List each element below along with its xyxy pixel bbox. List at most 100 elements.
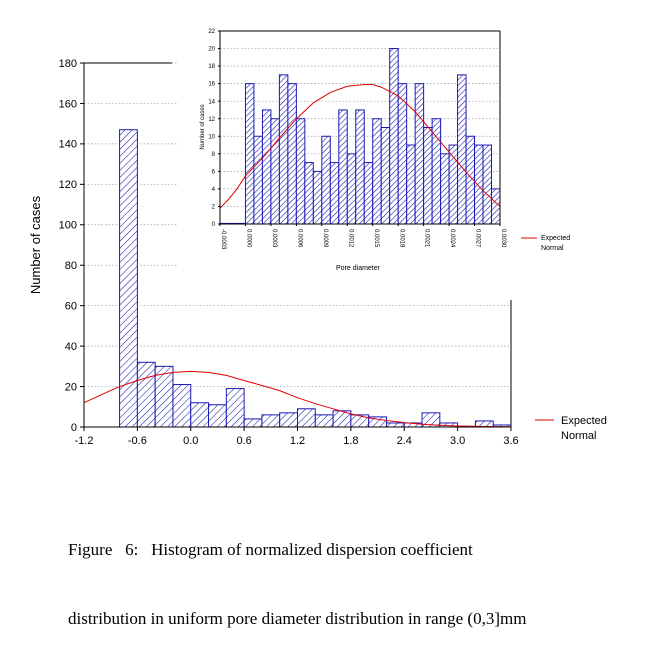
x-tick-label: 3.0 — [450, 435, 465, 447]
x-tick-label: 0.0021 — [424, 229, 430, 248]
histogram-bar — [406, 144, 416, 225]
histogram-bar — [295, 118, 306, 225]
main-expected-normal-curve — [83, 370, 512, 428]
y-tick-label: 20 — [65, 381, 77, 393]
y-tick-label: 160 — [59, 98, 77, 110]
x-tick-label: 0.0006 — [296, 229, 302, 248]
main-y-axis-label: Number of cases — [28, 195, 43, 294]
inset-x-axis-label: Pore diameter — [336, 265, 381, 272]
histogram-bar — [244, 83, 255, 225]
histogram-bar — [312, 170, 323, 225]
x-tick-label: 0.0012 — [347, 229, 353, 248]
histogram-bar — [385, 422, 405, 428]
histogram-bar — [363, 162, 374, 225]
main-legend-line1: Expected — [561, 415, 607, 427]
figure-caption: Figure 6: Histogram of normalized disper… — [68, 492, 648, 653]
histogram-bar — [225, 388, 245, 428]
x-tick-label: -0.0003 — [220, 229, 226, 250]
x-tick-label: 0.0030 — [500, 229, 506, 248]
histogram-bar — [270, 118, 280, 225]
main-legend-line2: Normal — [561, 430, 596, 442]
x-tick-label: 0.0024 — [449, 229, 455, 248]
y-tick-label: 18 — [208, 64, 215, 70]
inset-x-tick-labels: -0.0003 0.0000 0.0003 0.0006 0.0009 0.0012 0.0… — [220, 229, 506, 250]
histogram-bar — [321, 135, 331, 225]
inset-histogram-chart: 0 2 4 6 8 10 12 14 16 18 20 22 -0.0003 0.0000 0.0003 0… — [178, 18, 570, 280]
x-tick-label: 0.0009 — [322, 229, 328, 248]
histogram-bar — [380, 127, 391, 225]
y-tick-label: 0 — [212, 222, 216, 228]
histogram-bar — [440, 153, 450, 225]
histogram-bar — [119, 129, 138, 428]
histogram-bar — [491, 188, 501, 225]
y-tick-label: 6 — [212, 169, 216, 175]
main-axes — [80, 62, 512, 431]
histogram-bar — [397, 83, 408, 225]
inset-bars — [220, 48, 501, 225]
histogram-bar — [278, 74, 289, 225]
histogram-bar — [304, 162, 314, 225]
histogram-bar — [261, 109, 272, 225]
main-x-tick-labels: -1.2 -0.6 0.0 0.6 1.2 1.8 2.4 3.0 3.6 — [75, 435, 519, 447]
y-tick-label: 120 — [59, 179, 77, 191]
y-tick-label: 2 — [212, 205, 216, 211]
histogram-bar — [457, 74, 467, 225]
y-tick-label: 100 — [59, 220, 77, 232]
histogram-bar — [136, 361, 156, 428]
inset-legend-line2: Normal — [541, 245, 564, 252]
x-tick-label: 0.0 — [183, 435, 198, 447]
histogram-bar — [350, 414, 370, 428]
y-tick-label: 0 — [71, 422, 77, 434]
histogram-bar — [190, 402, 210, 428]
x-tick-label: -0.6 — [128, 435, 147, 447]
x-tick-label: 1.2 — [290, 435, 305, 447]
y-tick-label: 140 — [59, 139, 77, 151]
histogram-bar — [338, 109, 348, 225]
x-tick-label: 0.0027 — [475, 229, 481, 248]
y-tick-label: 8 — [212, 152, 216, 158]
histogram-bar — [414, 83, 425, 225]
histogram-bar — [261, 414, 281, 428]
histogram-bar — [389, 48, 399, 225]
histogram-bar — [329, 162, 340, 225]
histogram-bar — [243, 418, 263, 428]
inset-y-axis-label: Number of cases — [200, 104, 206, 149]
main-legend: Expected Normal — [535, 415, 607, 442]
x-tick-label: 0.0000 — [246, 229, 252, 248]
x-tick-label: 0.0018 — [398, 229, 404, 248]
y-tick-label: 80 — [65, 260, 77, 272]
y-tick-label: 4 — [212, 187, 216, 193]
y-tick-label: 20 — [208, 47, 215, 53]
y-tick-label: 60 — [65, 301, 77, 313]
x-tick-label: 0.6 — [236, 435, 251, 447]
histogram-bar — [172, 384, 192, 428]
x-tick-label: -1.2 — [75, 435, 94, 447]
histogram-bar — [431, 118, 442, 225]
histogram-bar — [346, 153, 357, 225]
inset-legend-line1: Expected — [541, 235, 570, 242]
histogram-bar — [208, 404, 227, 428]
histogram-bar — [474, 144, 484, 225]
y-tick-label: 14 — [208, 99, 215, 105]
histogram-bar — [372, 118, 382, 225]
x-tick-label: 3.6 — [503, 435, 518, 447]
x-tick-label: 0.0015 — [373, 229, 379, 248]
y-tick-label: 12 — [208, 117, 215, 123]
y-tick-label: 16 — [208, 82, 215, 88]
inset-expected-normal-curve — [219, 84, 501, 209]
histogram-bar — [482, 144, 493, 225]
histogram-bar — [297, 408, 316, 428]
caption-line-2: distribution in uniform pore diameter di… — [68, 609, 527, 628]
x-tick-label: 1.8 — [343, 435, 358, 447]
inset-y-tick-labels: 0 2 4 6 8 10 12 14 16 18 20 22 — [208, 29, 215, 228]
main-bars — [119, 129, 512, 428]
inset-axes — [218, 30, 501, 226]
y-tick-label: 180 — [59, 58, 77, 70]
y-tick-label: 22 — [208, 29, 215, 35]
inset-legend: Expected Normal — [521, 235, 570, 252]
histogram-bar — [314, 414, 334, 428]
histogram-bar — [279, 412, 299, 428]
histogram-bar — [355, 109, 365, 225]
y-tick-label: 40 — [65, 341, 77, 353]
